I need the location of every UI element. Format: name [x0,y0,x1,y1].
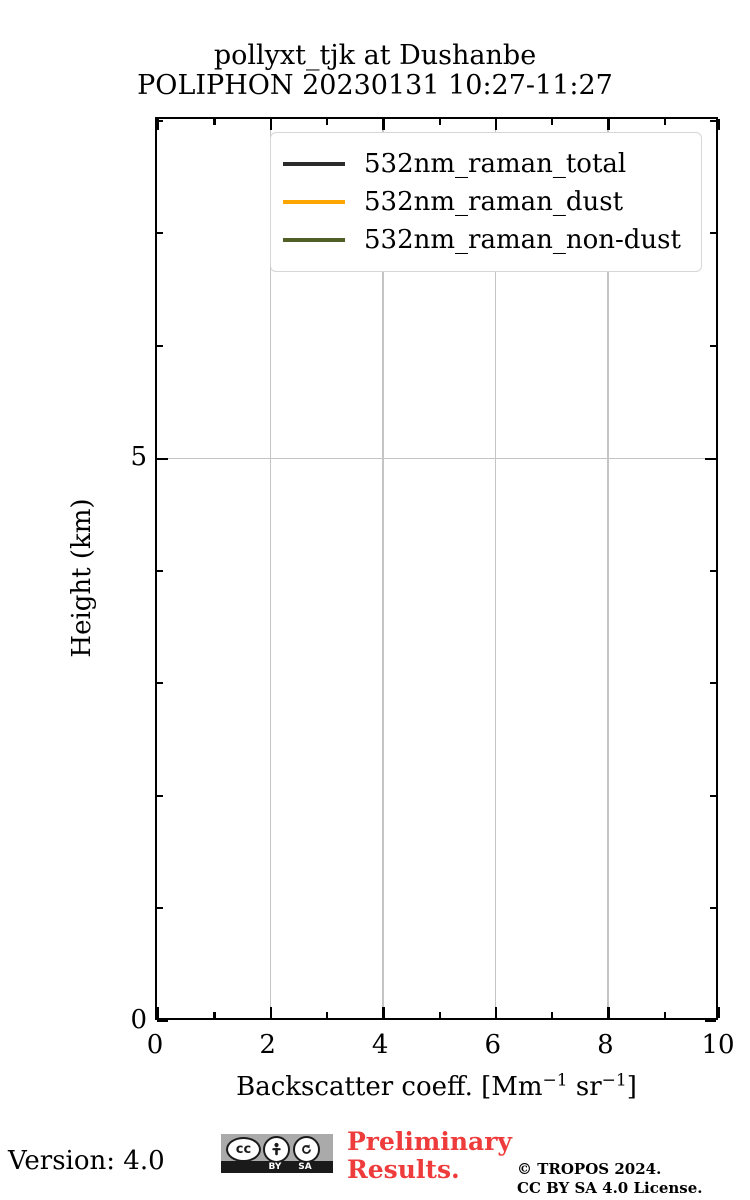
legend-item-non-dust[interactable]: 532nm_raman_non-dust [283,221,687,259]
cc-by-label: BY [268,1162,282,1172]
xtick-top-10 [717,119,720,130]
version-text: Version: 4.0 [8,1146,165,1176]
ytick-right-7 [710,232,716,235]
preliminary-line-1: Preliminary [347,1127,512,1156]
y-axis-label-wrapper: Height (km) [62,468,102,688]
xtick-7 [551,1012,554,1018]
gridline-vertical-2 [269,119,272,1018]
xtick-top-1 [213,119,216,125]
ytick-3 [157,682,163,685]
xticklabel-2: 2 [259,1030,276,1060]
legend-swatch-non-dust [283,238,345,242]
preliminary-results-notice: Preliminary Results. [347,1128,512,1184]
xtick-5 [438,1012,441,1018]
xtick-top-2 [269,119,272,130]
gridline-vertical-6 [494,119,497,1018]
ytick-2 [157,794,163,797]
legend-label-non-dust: 532nm_raman_non-dust [364,225,681,255]
xtick-top-6 [494,119,498,130]
xtick-9 [663,1012,667,1018]
legend-label-total: 532nm_raman_total [364,149,627,179]
preliminary-line-2: Results. [347,1155,460,1184]
xtick-top-3 [325,119,329,125]
legend: 532nm_raman_total 532nm_raman_dust 532nm… [270,132,702,272]
xtick-8 [607,1007,610,1018]
gridline-horizontal-5 [157,457,716,460]
xtick-top-0 [157,119,160,130]
ytick-right-4 [710,569,716,572]
xtick-1 [213,1012,216,1018]
legend-label-dust: 532nm_raman_dust [364,187,624,217]
ytick-0 [157,1019,168,1022]
xtick-2 [269,1007,272,1018]
xtick-top-5 [438,119,441,125]
xtick-4 [382,1007,385,1018]
copyright-notice: © TROPOS 2024. CC BY SA 4.0 License. [517,1160,703,1198]
ytick-7 [157,232,163,235]
legend-item-total[interactable]: 532nm_raman_total [283,145,687,183]
gridline-vertical-4 [382,119,384,1018]
person-glyph-icon [272,1142,281,1156]
ytick-right-5 [705,457,716,460]
copyright-line-1: © TROPOS 2024. [517,1160,662,1178]
x-axis-label-main: Backscatter coeff. [Mm [236,1072,543,1102]
page-title: pollyxt_tjk at Dushanbe POLIPHON 2023013… [0,42,750,99]
ytick-right-2 [710,794,716,797]
y-axis-label: Height (km) [67,498,97,658]
x-axis-label-sup-1: −1 [542,1070,568,1091]
ytick-right-3 [710,682,716,685]
title-line-2: POLIPHON 20230131 10:27-11:27 [137,69,613,101]
legend-swatch-total [283,162,345,166]
share-alike-glyph-icon [302,1144,311,1154]
x-axis-label-end: ] [626,1072,637,1102]
cc-share-alike-icon [293,1136,320,1163]
yticklabel-0: 0 [130,1005,147,1035]
ytick-right-1 [710,907,716,910]
xticklabel-4: 4 [371,1030,389,1060]
x-axis-label-sup-2: −1 [601,1070,627,1091]
ytick-4 [157,569,163,572]
xtick-0 [157,1007,160,1018]
cc-badge-bottom [221,1161,333,1173]
xtick-top-8 [607,119,610,130]
x-axis-label-mid: sr [567,1072,602,1102]
ytick-8 [157,119,163,122]
x-axis-label: Backscatter coeff. [Mm−1 sr−1] [155,1072,718,1102]
ytick-right-0 [705,1019,716,1022]
cc-sa-label: SA [298,1162,312,1172]
legend-swatch-dust [283,200,345,204]
plot-area: 532nm_raman_total 532nm_raman_dust 532nm… [155,117,720,1022]
cc-logo-icon: cc [226,1137,261,1162]
xticklabel-6: 6 [484,1030,502,1060]
ytick-right-6 [710,344,716,347]
xticklabel-10: 10 [701,1030,735,1060]
yticklabel-5: 5 [130,442,147,472]
ytick-1 [157,907,163,910]
xtick-top-9 [663,119,667,125]
xticklabel-0: 0 [146,1030,164,1060]
ytick-right-8 [710,119,716,122]
title-line-1: pollyxt_tjk at Dushanbe [213,40,537,71]
creative-commons-badge-icon: cc BY SA [221,1134,333,1173]
ytick-5 [157,457,168,460]
gridline-vertical-8 [607,119,609,1018]
ytick-6 [157,344,163,347]
xticklabel-8: 8 [597,1030,614,1060]
cc-attribution-person-icon [263,1136,290,1163]
xtick-top-4 [382,119,385,130]
copyright-line-2: CC BY SA 4.0 License. [517,1178,703,1197]
xtick-6 [494,1007,498,1018]
xtick-top-7 [551,119,554,125]
legend-item-dust[interactable]: 532nm_raman_dust [283,183,687,221]
xtick-10 [717,1007,720,1018]
xtick-3 [325,1012,329,1018]
